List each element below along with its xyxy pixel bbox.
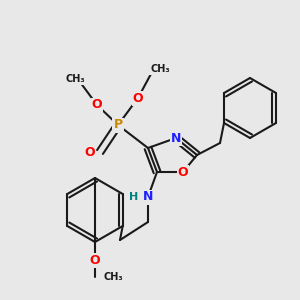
Text: H: H xyxy=(129,192,138,202)
Text: P: P xyxy=(113,118,123,131)
Text: O: O xyxy=(133,92,143,104)
Text: O: O xyxy=(92,98,102,112)
Text: CH₃: CH₃ xyxy=(150,64,170,74)
Text: O: O xyxy=(90,254,100,266)
Text: CH₃: CH₃ xyxy=(65,74,85,84)
Text: O: O xyxy=(85,146,95,158)
Text: N: N xyxy=(143,190,153,203)
Text: O: O xyxy=(178,166,188,178)
Text: CH₃: CH₃ xyxy=(103,272,123,282)
Text: N: N xyxy=(171,131,181,145)
